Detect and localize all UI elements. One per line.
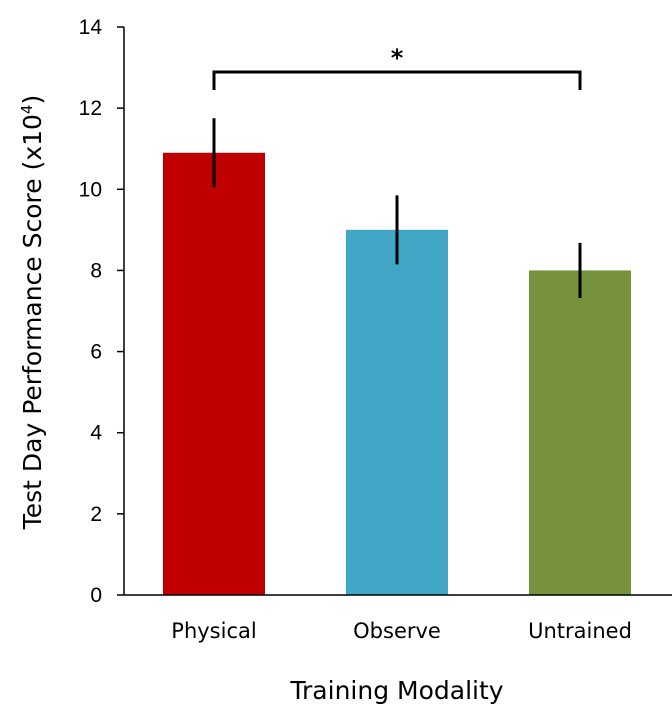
y-axis-title: Test Day Performance Score (x104) bbox=[18, 95, 47, 531]
bar-physical bbox=[163, 152, 265, 595]
y-tick-label: 10 bbox=[79, 178, 102, 201]
y-axis-title-text: Test Day Performance Score (x10 bbox=[18, 114, 47, 530]
y-tick-label: 14 bbox=[79, 16, 103, 39]
y-tick-label: 8 bbox=[90, 259, 102, 282]
x-category-label: Untrained bbox=[528, 619, 632, 643]
significance-bracket bbox=[212, 70, 582, 90]
y-tick-label: 12 bbox=[79, 97, 102, 120]
y-tick-label: 2 bbox=[90, 503, 102, 526]
x-axis-categories: Physical Observe Untrained bbox=[171, 619, 632, 643]
y-tick-label: 0 bbox=[90, 584, 102, 607]
y-axis-title-suffix: ) bbox=[18, 95, 47, 105]
x-category-label: Observe bbox=[353, 619, 441, 643]
x-category-label: Physical bbox=[171, 619, 256, 643]
bar-untrained bbox=[529, 270, 631, 595]
y-tick-label: 6 bbox=[90, 341, 102, 364]
bar-observe bbox=[346, 229, 448, 595]
y-tick-label: 4 bbox=[90, 422, 102, 445]
error-bars bbox=[212, 118, 582, 299]
significance-label: * bbox=[391, 44, 404, 72]
x-axis-title: Training Modality bbox=[289, 676, 503, 705]
bars bbox=[163, 152, 631, 595]
y-axis-ticks: 0 2 4 6 8 10 12 14 bbox=[79, 16, 124, 607]
y-axis-title-superscript: 4 bbox=[18, 105, 36, 115]
